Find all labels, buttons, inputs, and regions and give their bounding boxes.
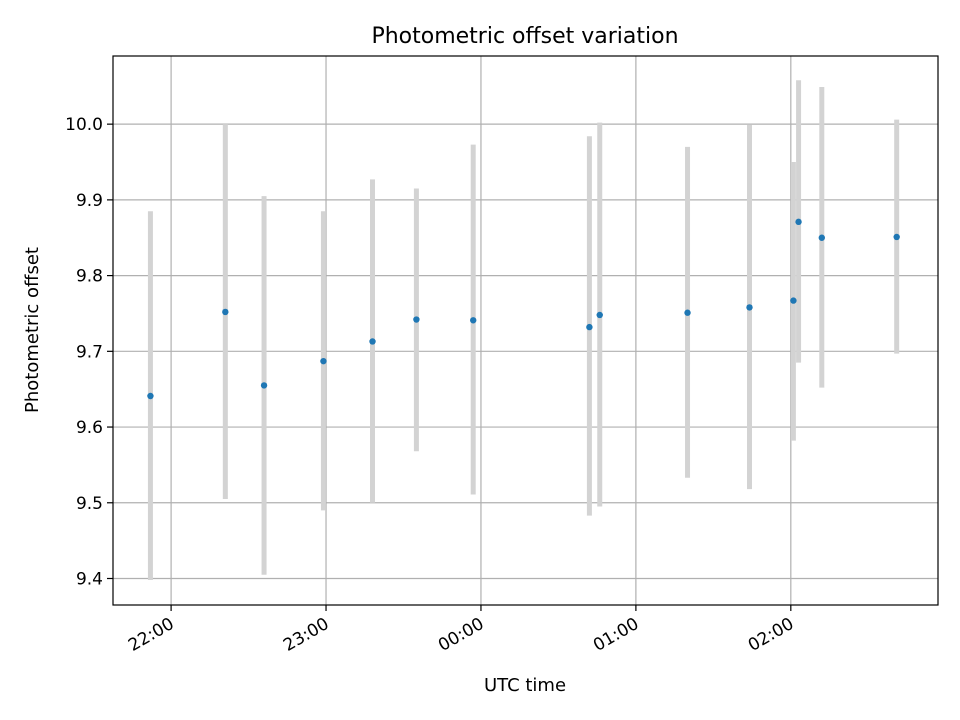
x-axis-label: UTC time — [484, 675, 566, 696]
plot-frame — [112, 55, 939, 606]
data-point — [147, 392, 154, 400]
y-axis-label: Photometric offset — [22, 247, 43, 413]
y-tick-label: 9.9 — [76, 191, 103, 211]
data-point — [413, 316, 420, 323]
data-point — [369, 338, 376, 345]
data-point — [790, 297, 797, 304]
y-tick-label: 9.4 — [76, 569, 103, 589]
data-point — [684, 309, 691, 316]
y-tick-label: 9.5 — [76, 494, 103, 514]
chart-title: Photometric offset variation — [371, 24, 678, 49]
y-tick-label: 9.8 — [76, 267, 103, 287]
y-axis-ticks: 9.4 9.5 9.6 9.7 9.8 9.9 10.0 — [65, 115, 113, 589]
data-point — [795, 218, 802, 226]
y-tick-label: 9.7 — [76, 342, 103, 362]
y-tick-label: 9.6 — [76, 418, 103, 438]
data-point — [586, 323, 593, 331]
data-point — [470, 317, 477, 324]
data-point — [222, 308, 229, 316]
data-points — [147, 218, 900, 400]
data-point — [260, 382, 268, 389]
grid — [113, 56, 938, 605]
y-tick-label: 10.0 — [65, 115, 103, 135]
data-point — [746, 304, 753, 311]
data-point — [818, 234, 826, 241]
data-point — [320, 357, 327, 365]
data-point — [596, 311, 603, 319]
data-point — [893, 233, 900, 241]
